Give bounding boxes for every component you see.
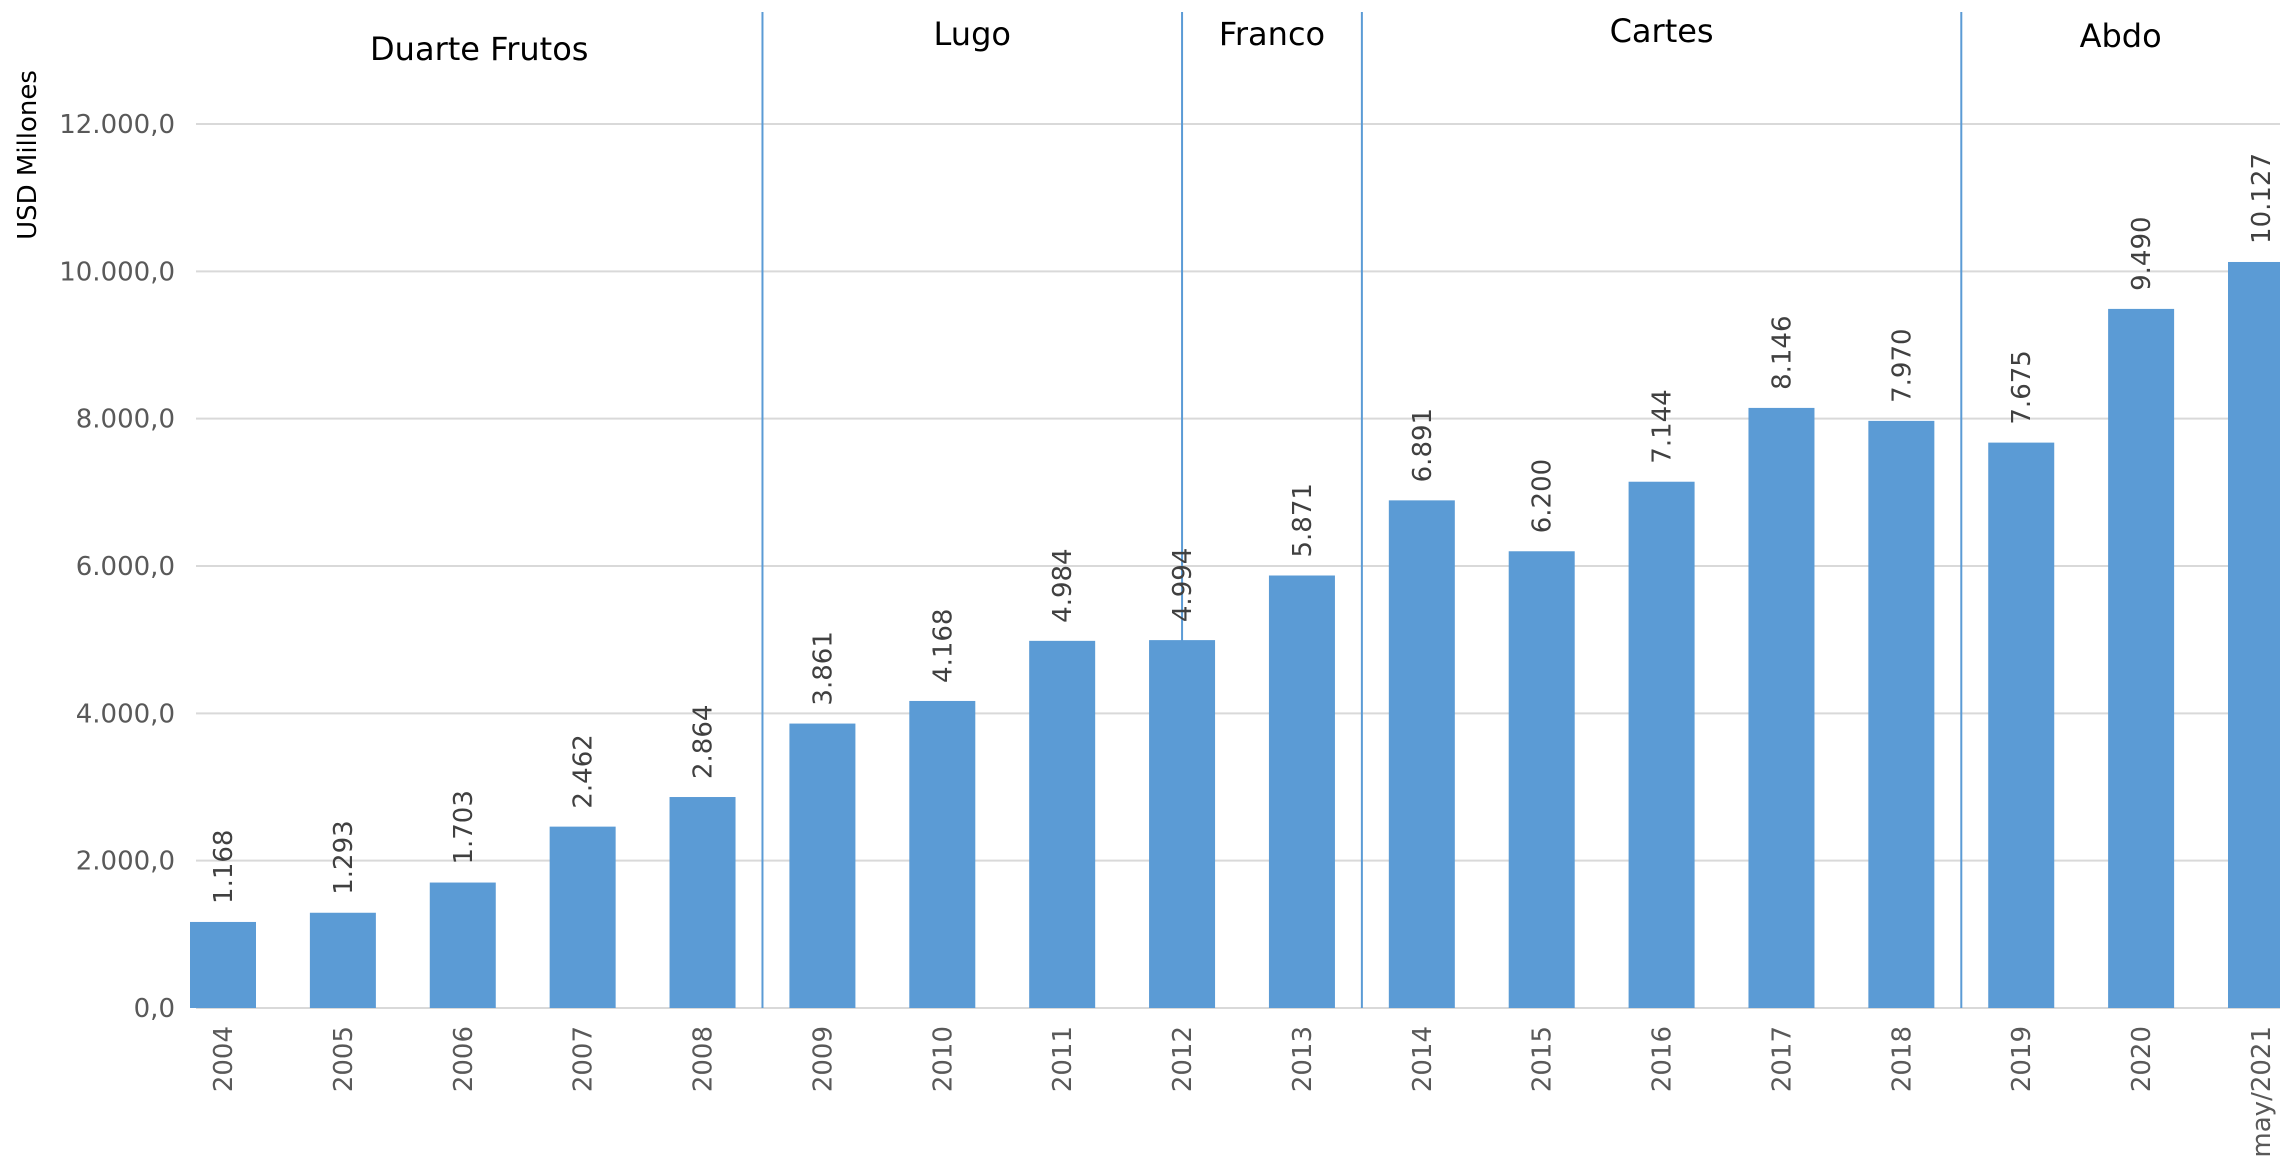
y-tick-label: 12.000,0 bbox=[59, 110, 175, 140]
y-tick-label: 6.000,0 bbox=[76, 552, 175, 582]
bar bbox=[549, 826, 616, 1008]
data-label: 7.144 bbox=[1648, 389, 1678, 463]
bar bbox=[2108, 308, 2175, 1008]
bar bbox=[1149, 640, 1216, 1008]
data-label: 2.462 bbox=[569, 734, 599, 808]
x-tick-label: 2018 bbox=[1887, 1026, 1917, 1092]
x-tick-label: 2020 bbox=[2127, 1026, 2157, 1092]
x-tick-label: 2014 bbox=[1408, 1026, 1438, 1092]
data-label: 7.970 bbox=[1887, 328, 1917, 402]
bar bbox=[309, 912, 376, 1008]
x-axis-ticks: 2004 2005 2006 2007 2008 2009 2010 2011 2012 2013… bbox=[209, 1026, 2277, 1156]
bar bbox=[909, 700, 976, 1008]
period-label: Duarte Frutos bbox=[370, 30, 588, 68]
bar bbox=[1988, 442, 2055, 1008]
bar bbox=[1628, 481, 1695, 1008]
x-tick-label: 2013 bbox=[1288, 1026, 1318, 1092]
x-tick-label: 2008 bbox=[689, 1026, 719, 1092]
period-label: Franco bbox=[1219, 15, 1325, 53]
x-tick-label: 2007 bbox=[569, 1026, 599, 1092]
x-tick-label: 2010 bbox=[928, 1026, 958, 1092]
data-label: 5.871 bbox=[1288, 483, 1318, 557]
x-tick-label: 2011 bbox=[1048, 1026, 1078, 1092]
period-label: Abdo bbox=[2080, 17, 2162, 55]
y-tick-label: 8.000,0 bbox=[76, 405, 175, 435]
data-label: 10.127 bbox=[2247, 153, 2277, 244]
bar bbox=[429, 882, 496, 1008]
x-tick-label: 2006 bbox=[449, 1026, 479, 1092]
y-tick-label: 4.000,0 bbox=[76, 699, 175, 729]
x-tick-label: 2017 bbox=[1767, 1026, 1797, 1092]
data-label: 4.994 bbox=[1168, 548, 1198, 622]
bars bbox=[190, 261, 2280, 1008]
x-tick-label: 2004 bbox=[209, 1026, 239, 1092]
x-tick-label: 2019 bbox=[2007, 1026, 2037, 1092]
data-label: 4.168 bbox=[928, 609, 958, 683]
data-labels: 1.168 1.293 1.703 2.462 2.864 3.861 4.168 4.984… bbox=[209, 153, 2277, 904]
x-tick-label: 2009 bbox=[808, 1026, 838, 1092]
period-labels: Duarte Frutos Lugo Franco Cartes Abdo bbox=[370, 12, 2162, 68]
x-tick-label: 2005 bbox=[329, 1026, 359, 1092]
x-tick-label: 2015 bbox=[1528, 1026, 1558, 1092]
data-label: 3.861 bbox=[808, 631, 838, 705]
x-tick-label: may/2021 bbox=[2247, 1026, 2277, 1156]
x-tick-label: 2012 bbox=[1168, 1026, 1198, 1092]
x-tick-label: 2016 bbox=[1648, 1026, 1678, 1092]
bar bbox=[1508, 551, 1575, 1008]
bar bbox=[789, 723, 856, 1008]
y-axis-ticks: 0,0 2.000,0 4.000,0 6.000,0 8.000,0 10.000,0 1… bbox=[59, 110, 175, 1024]
bar bbox=[1388, 500, 1455, 1008]
period-label: Lugo bbox=[934, 15, 1011, 53]
bar bbox=[1748, 407, 1815, 1008]
data-label: 1.168 bbox=[209, 830, 239, 904]
y-tick-label: 10.000,0 bbox=[59, 257, 175, 287]
bar bbox=[190, 921, 256, 1008]
data-label: 6.891 bbox=[1408, 408, 1438, 482]
period-label: Cartes bbox=[1610, 12, 1714, 50]
data-label: 2.864 bbox=[689, 705, 719, 779]
bar bbox=[669, 797, 736, 1008]
y-tick-label: 0,0 bbox=[134, 994, 175, 1024]
data-label: 1.703 bbox=[449, 790, 479, 864]
bar bbox=[2228, 261, 2280, 1008]
y-axis-label: USD Millones bbox=[13, 70, 43, 240]
y-tick-label: 2.000,0 bbox=[76, 847, 175, 877]
gridlines bbox=[196, 123, 2280, 1009]
data-label: 9.490 bbox=[2127, 216, 2157, 290]
data-label: 7.675 bbox=[2007, 350, 2037, 424]
bar bbox=[1029, 640, 1096, 1008]
data-label: 4.984 bbox=[1048, 548, 1078, 622]
bar bbox=[1868, 420, 1935, 1008]
data-label: 8.146 bbox=[1767, 315, 1797, 389]
data-label: 1.293 bbox=[329, 820, 359, 894]
bar bbox=[1268, 575, 1335, 1008]
data-label: 6.200 bbox=[1528, 459, 1558, 533]
